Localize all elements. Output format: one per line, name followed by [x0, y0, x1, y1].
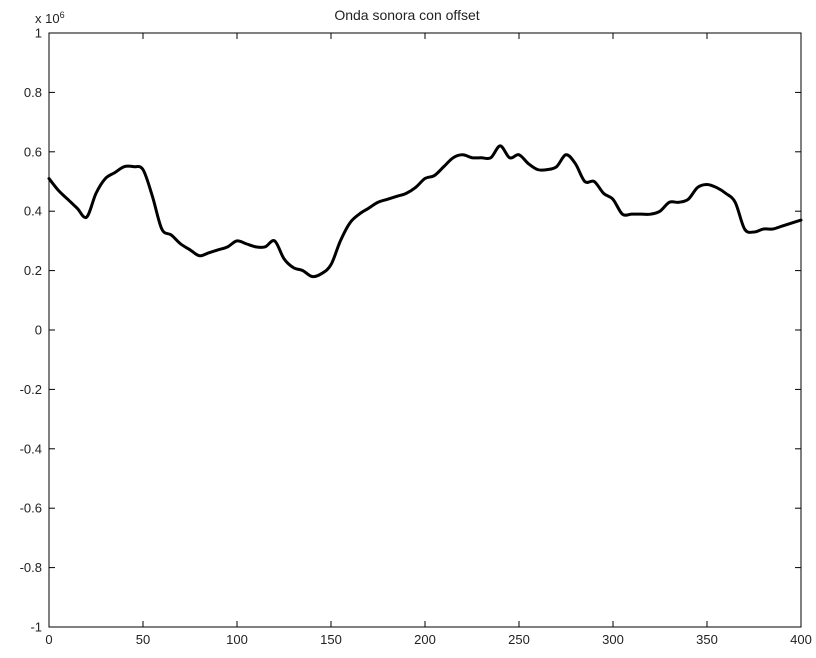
- x-tick-label: 400: [790, 632, 812, 647]
- y-tick-label: -0.8: [20, 560, 42, 575]
- y-tick-label: -0.2: [20, 382, 42, 397]
- y-tick-label: 0.4: [24, 204, 42, 219]
- x-tick-label: 150: [320, 632, 342, 647]
- series-layer: [47, 144, 803, 279]
- y-tick-label: 0.8: [24, 85, 42, 100]
- chart-title: Onda sonora con offset: [334, 7, 479, 23]
- y-tick-label: -0.6: [20, 501, 42, 516]
- x-tick-label: 250: [508, 632, 530, 647]
- y-tick-label: 0.6: [24, 144, 42, 159]
- y-tick-label: -0.4: [20, 441, 42, 456]
- plot-frame: [48, 32, 802, 628]
- y-axis-multiplier: x 106: [35, 10, 65, 26]
- x-tick-label: 0: [45, 632, 52, 647]
- y-tick-label: 0.2: [24, 263, 42, 278]
- ticks-layer: 0 50 100 150 200 250 300 350 400 -1 -0.8 -0.6 -0.4 -0…: [20, 26, 812, 648]
- y-tick-label: -1: [30, 620, 42, 635]
- x-tick-label: 50: [136, 632, 150, 647]
- y-axis-multiplier-base: x 10: [35, 11, 60, 26]
- y-tick-label: 0: [35, 323, 42, 338]
- y-axis-multiplier-exponent: 6: [60, 10, 65, 20]
- x-tick-label: 100: [226, 632, 248, 647]
- x-tick-label: 350: [696, 632, 718, 647]
- x-tick-label: 200: [414, 632, 436, 647]
- y-tick-label: 1: [35, 26, 42, 41]
- series-line: [47, 144, 803, 279]
- x-tick-label: 300: [602, 632, 624, 647]
